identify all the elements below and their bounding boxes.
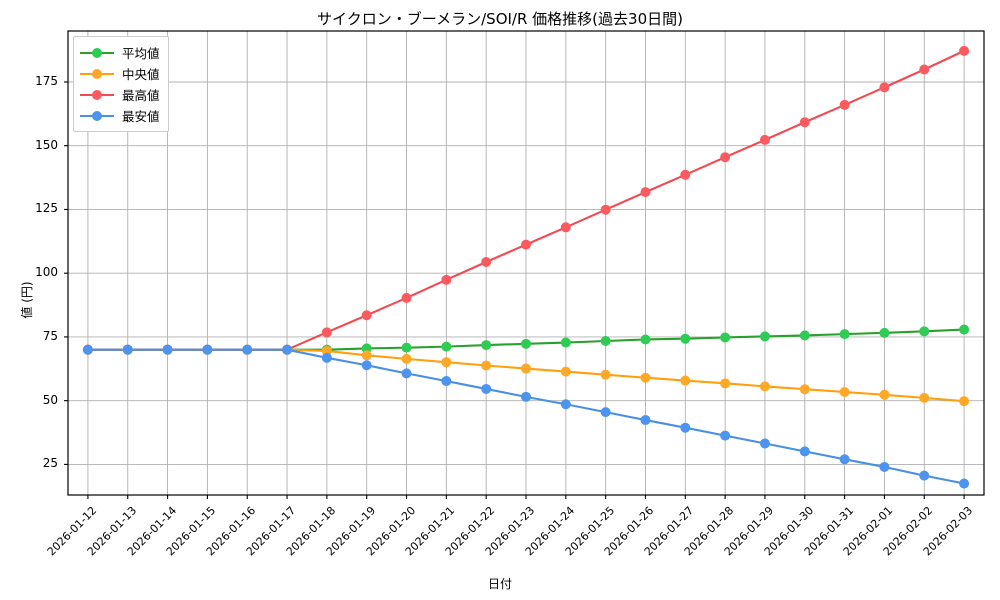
series-marker	[162, 344, 173, 355]
series-marker	[799, 446, 810, 457]
series-marker	[799, 330, 810, 341]
series-marker	[759, 134, 770, 145]
series-marker	[441, 376, 452, 387]
series-marker	[720, 378, 731, 389]
series-marker	[321, 327, 332, 338]
series-marker	[321, 352, 332, 363]
series-marker	[759, 381, 770, 392]
series-marker	[521, 338, 531, 349]
series-marker	[680, 375, 691, 386]
series-marker	[441, 357, 452, 368]
legend-color-swatch	[80, 67, 114, 81]
series-marker	[521, 391, 531, 402]
y-tick-label: 75	[42, 328, 58, 343]
chart-title: サイクロン・ブーメラン/SOI/R 価格推移(過去30日間)	[317, 10, 683, 28]
series-marker	[839, 99, 850, 110]
y-tick-label: 175	[35, 73, 58, 88]
series-marker	[600, 369, 611, 380]
series-marker	[481, 256, 492, 267]
series-marker	[401, 292, 412, 303]
series-marker	[560, 222, 571, 233]
legend-color-swatch	[80, 109, 114, 123]
series-marker	[919, 64, 930, 75]
series-marker	[959, 396, 970, 407]
series-marker	[640, 415, 651, 426]
series-marker	[680, 169, 691, 180]
series-marker	[282, 344, 293, 355]
series-marker	[600, 407, 611, 418]
series-marker	[680, 422, 691, 433]
series-marker	[839, 329, 850, 340]
series-marker	[959, 324, 970, 335]
series-marker	[560, 399, 571, 410]
series-marker	[680, 333, 691, 344]
y-tick-label: 125	[35, 201, 58, 216]
legend-label: 中央値	[122, 67, 160, 82]
series-marker	[839, 454, 850, 465]
series-marker	[640, 372, 651, 383]
legend-item[interactable]: 平均値	[80, 42, 160, 63]
axis-ticks	[64, 81, 965, 499]
series-marker	[640, 334, 651, 345]
legend-label: 最高値	[122, 88, 160, 103]
series-marker	[82, 344, 93, 355]
series-marker	[521, 239, 531, 250]
series-marker	[839, 387, 850, 398]
series-marker	[759, 331, 770, 342]
series-marker	[959, 478, 970, 489]
series-marker	[879, 461, 890, 472]
series-marker	[919, 392, 930, 403]
series-marker	[959, 45, 970, 56]
series-marker	[481, 383, 492, 394]
series-marker	[401, 368, 412, 379]
legend-color-swatch	[80, 88, 114, 102]
series-marker	[799, 384, 810, 395]
series-marker	[879, 389, 890, 400]
series-marker	[600, 204, 611, 215]
y-tick-label: 50	[42, 392, 58, 407]
series-marker	[481, 340, 492, 351]
series-marker	[441, 274, 452, 285]
series-marker	[560, 337, 571, 348]
series-marker	[361, 350, 372, 361]
series-marker	[919, 470, 930, 481]
legend-color-swatch	[80, 46, 114, 60]
series-marker	[401, 342, 412, 353]
y-tick-label: 25	[42, 456, 58, 471]
series-marker	[560, 366, 571, 377]
legend-item[interactable]: 最安値	[80, 105, 160, 126]
series-marker	[122, 344, 133, 355]
legend-label: 最安値	[122, 109, 160, 124]
series-marker	[361, 310, 372, 321]
series-marker	[242, 344, 253, 355]
series-marker	[720, 152, 731, 163]
series-marker	[401, 353, 412, 364]
plot-frame	[67, 30, 985, 496]
legend-item[interactable]: 中央値	[80, 63, 160, 84]
series-marker	[321, 345, 332, 356]
data-series-layer	[82, 45, 970, 489]
series-marker	[879, 82, 890, 93]
series-marker	[600, 336, 611, 347]
series-marker	[720, 332, 731, 343]
chart-legend: 平均値中央値最高値最安値	[73, 36, 169, 132]
series-marker	[202, 344, 213, 355]
series-marker	[481, 360, 492, 371]
x-axis-label: 日付	[487, 577, 512, 591]
series-marker	[361, 343, 372, 354]
y-tick-label: 150	[35, 137, 58, 152]
series-marker	[640, 187, 651, 198]
series-marker	[799, 117, 810, 128]
series-marker	[361, 360, 372, 371]
series-marker	[441, 341, 452, 352]
series-marker	[879, 327, 890, 338]
series-marker	[521, 363, 531, 374]
y-tick-label: 100	[35, 265, 58, 280]
legend-item[interactable]: 最高値	[80, 84, 160, 105]
series-marker	[759, 438, 770, 449]
series-marker	[720, 430, 731, 441]
series-marker	[919, 326, 930, 337]
legend-label: 平均値	[122, 46, 160, 61]
